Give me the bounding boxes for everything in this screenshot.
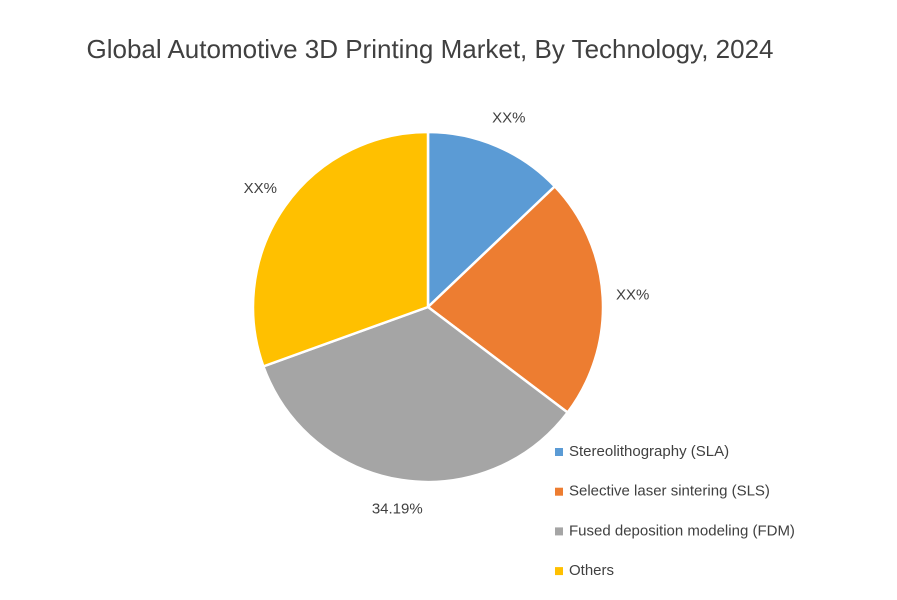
chart-title: Global Automotive 3D Printing Market, By…	[86, 34, 774, 64]
pie-slice	[426, 130, 557, 310]
data-label: XX%	[616, 286, 649, 303]
pie-slice	[251, 130, 430, 368]
data-label: 34.19%	[372, 501, 423, 518]
legend-swatch	[555, 567, 563, 576]
data-label: XX%	[244, 180, 277, 197]
legend-swatch	[555, 527, 563, 536]
legend-swatch	[555, 487, 563, 496]
legend-label: Selective laser sintering (SLS)	[569, 483, 770, 500]
pie-slice	[261, 305, 570, 484]
data-label: XX%	[492, 110, 525, 127]
legend-swatch	[555, 448, 563, 456]
pie-slice	[426, 184, 605, 415]
legend-label: Stereolithography (SLA)	[569, 443, 729, 460]
legend-label: Fused deposition modeling (FDM)	[569, 522, 795, 539]
legend-label: Others	[569, 562, 614, 579]
